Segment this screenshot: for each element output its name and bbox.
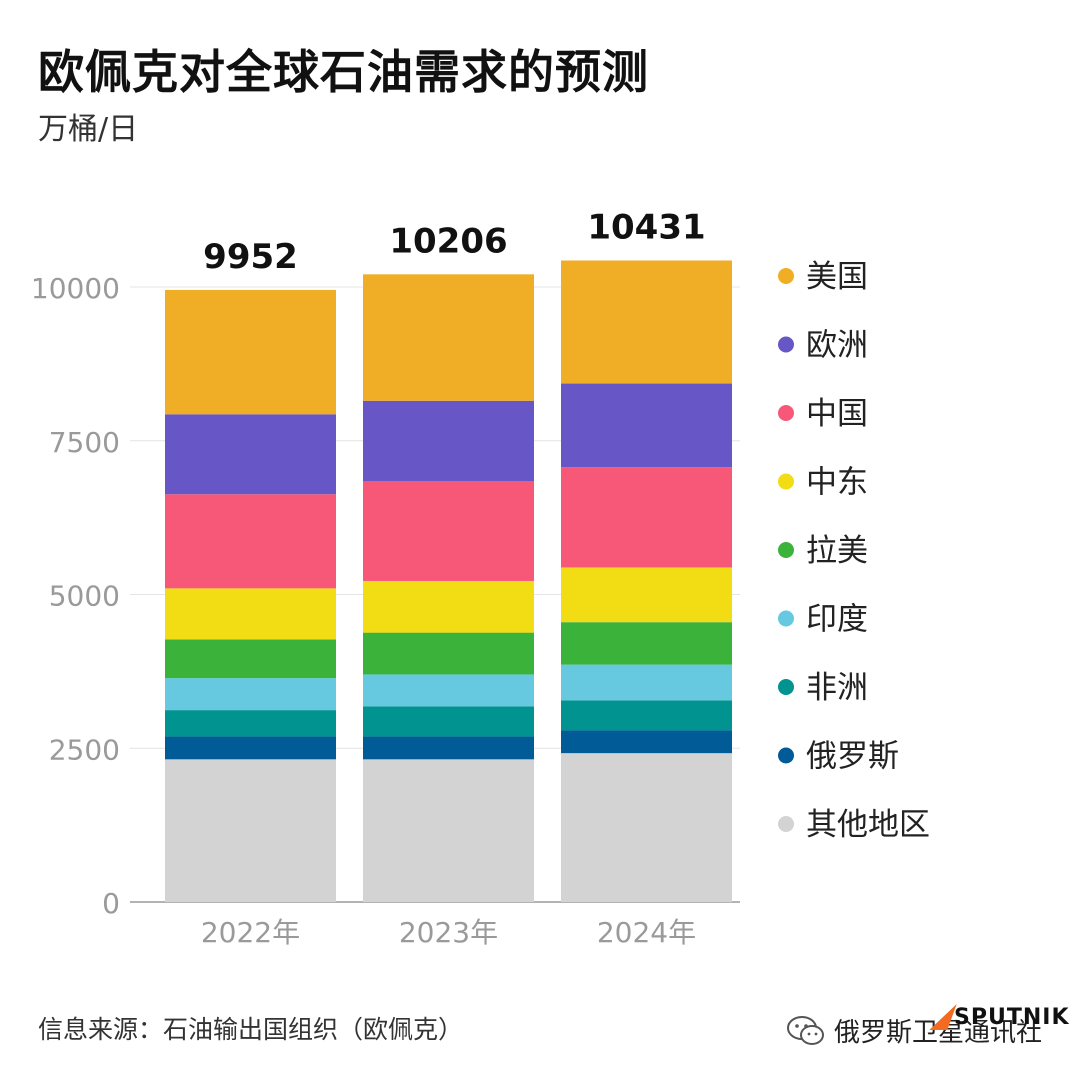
bar-segment (561, 664, 732, 701)
bar-segment (165, 678, 336, 711)
legend-label: 非洲 (806, 670, 868, 706)
legend-marker (778, 336, 794, 353)
legend-marker (778, 747, 794, 764)
bar-segment (165, 588, 336, 640)
wechat-watermark: 俄罗斯卫星通讯社 (786, 1012, 1042, 1049)
legend-label: 俄罗斯 (806, 739, 899, 775)
bar-segment (561, 567, 732, 623)
sputnik-mark-icon (929, 1004, 957, 1030)
legend-marker (778, 405, 794, 421)
bar-segment (561, 467, 732, 568)
y-tick-label: 2500 (49, 733, 120, 766)
bar-segment (561, 622, 732, 665)
bar-segment (165, 289, 336, 415)
legend-marker (778, 268, 794, 284)
legend-marker (778, 816, 794, 832)
bar-segment (561, 383, 732, 468)
legend-label: 美国 (806, 259, 868, 295)
bar-segment (165, 710, 336, 737)
legend-label: 其他地区 (806, 807, 930, 843)
bar-segment (363, 580, 534, 633)
bar-segment (363, 481, 534, 581)
bar-segment (363, 400, 534, 482)
legend-label: 欧洲 (806, 328, 868, 364)
bar-segment (561, 730, 732, 754)
legend-marker (778, 473, 794, 490)
chart-title: 欧佩克对全球石油需求的预测 (38, 45, 649, 99)
legend-marker (778, 542, 794, 558)
source-note: 信息来源：石油输出国组织（欧佩克） (38, 1015, 464, 1044)
bar-segment (363, 632, 534, 675)
x-tick-label: 2023年 (399, 916, 498, 949)
total-label: 10431 (587, 207, 705, 247)
bar-segment (363, 736, 534, 760)
legend-label: 拉美 (806, 533, 868, 569)
chart-unit: 万桶/日 (38, 112, 139, 147)
bar-segment (363, 706, 534, 737)
bar-segment (165, 494, 336, 589)
bar-segment (363, 674, 534, 707)
bar-segment (561, 753, 732, 902)
bar-segment (165, 759, 336, 902)
y-tick-label: 0 (102, 887, 120, 920)
total-label: 10206 (389, 221, 507, 261)
bar-segment (165, 639, 336, 679)
bar-segment (561, 700, 732, 731)
bar-segment (363, 759, 534, 902)
x-tick-label: 2024年 (597, 916, 696, 949)
legend-label: 印度 (806, 602, 868, 638)
y-tick-label: 10000 (31, 272, 120, 305)
y-tick-label: 5000 (49, 580, 120, 613)
total-label: 9952 (203, 237, 298, 277)
legend-label: 中东 (806, 465, 868, 501)
sputnik-logo: SPUTNIK (929, 1004, 1070, 1030)
bar-segment (165, 736, 336, 760)
legend-marker (778, 679, 794, 695)
legend-marker (778, 610, 794, 627)
sputnik-logo-text: SPUTNIK (954, 1004, 1070, 1030)
bar-segment (363, 274, 534, 401)
watermark-text: 俄罗斯卫星通讯社 (834, 1018, 1043, 1048)
bar-segment (165, 414, 336, 495)
y-tick-label: 7500 (49, 426, 120, 459)
x-tick-label: 2022年 (201, 916, 300, 949)
wechat-icon (787, 1015, 824, 1045)
legend-label: 中国 (806, 396, 868, 432)
bar-segment (561, 260, 732, 384)
